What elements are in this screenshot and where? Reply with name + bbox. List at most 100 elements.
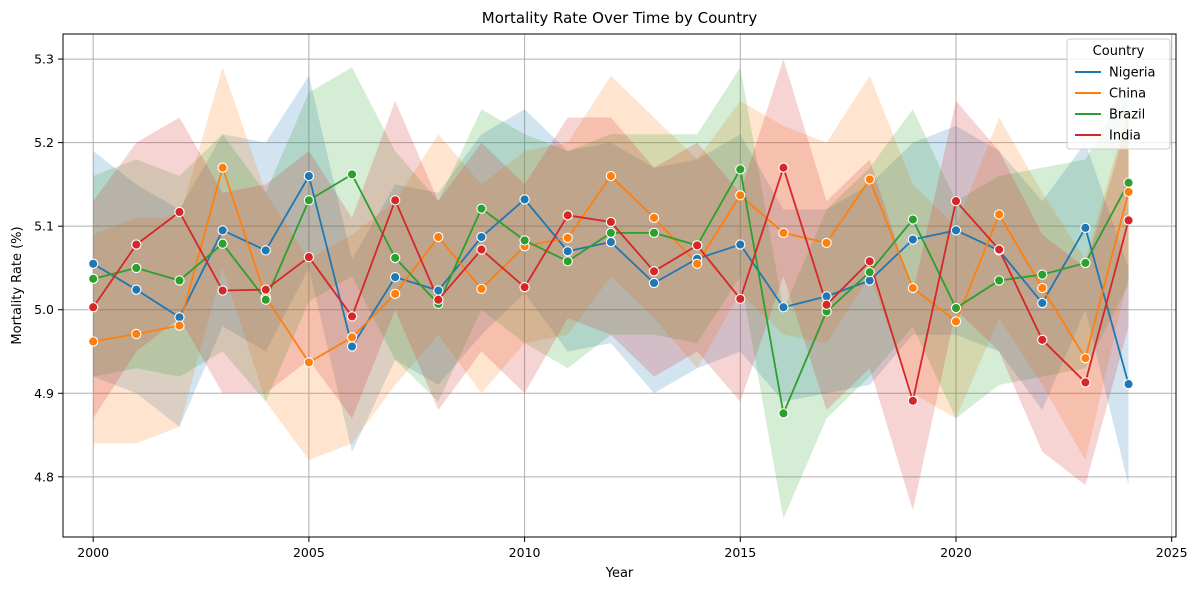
data-point-brazil [1037,269,1048,280]
data-point-china [433,231,444,243]
data-point-nigeria [519,194,530,205]
legend-title: Country [1093,44,1145,59]
data-point-brazil [519,235,530,246]
data-point-nigeria [648,277,660,289]
data-point-china [476,283,487,294]
data-point-india [303,251,315,263]
data-point-india [648,266,660,277]
data-point-india [174,206,185,218]
series-markers [88,162,1134,419]
data-point-india [88,302,99,313]
y-tick-label: 5.3 [34,52,54,67]
data-point-india [433,294,444,305]
data-point-china [1037,282,1048,294]
data-point-india [692,240,703,251]
legend-items: Nigeria China Brazil India [1075,66,1156,144]
data-point-china [131,328,142,340]
data-point-brazil [950,302,962,314]
data-point-brazil [864,266,875,278]
y-axis-label: Mortality Rate (%) [10,226,25,344]
data-point-india [950,195,962,207]
data-point-nigeria [217,225,228,236]
data-point-brazil [88,273,99,284]
confidence-band-china [93,67,1129,461]
confidence-band-nigeria [93,75,1129,486]
data-point-india [260,284,271,295]
data-point-china [692,258,703,269]
y-tick-label: 5.0 [34,302,54,317]
data-point-nigeria [131,284,142,295]
x-tick-label: 2000 [77,545,109,560]
data-point-india [864,256,875,267]
data-point-china [562,232,573,244]
legend-label-nigeria: Nigeria [1109,66,1156,81]
y-tick-label: 4.8 [34,469,54,484]
data-point-brazil [131,262,142,274]
data-point-nigeria [303,170,315,182]
data-point-brazil [174,275,185,286]
data-point-nigeria [390,271,401,283]
data-point-china [1080,353,1091,364]
x-tick-label: 2015 [724,545,756,560]
data-point-nigeria [950,225,962,236]
grid [63,34,1176,537]
data-point-india [778,162,789,173]
data-point-india [519,282,530,293]
data-point-nigeria [562,246,573,257]
data-point-brazil [1080,257,1091,269]
data-point-china [605,170,617,182]
data-point-brazil [1123,177,1134,188]
data-point-brazil [303,195,315,206]
data-point-nigeria [605,236,617,248]
x-tick-label: 2005 [293,545,325,560]
x-axis-ticks: 2000 2005 2010 2015 2020 2025 [77,537,1188,560]
data-point-china [1123,186,1134,198]
data-point-nigeria [778,302,789,313]
data-point-india [993,244,1005,255]
data-point-nigeria [1037,297,1048,309]
data-point-brazil [217,238,228,249]
data-point-nigeria [1123,378,1134,390]
data-point-nigeria [735,239,746,250]
data-point-china [993,209,1005,220]
data-point-india [907,395,918,406]
y-axis-ticks: 4.8 4.9 5.0 5.1 5.2 5.3 [34,52,63,484]
y-tick-label: 4.9 [34,386,54,401]
data-point-brazil [778,408,789,419]
y-tick-label: 5.2 [34,135,54,150]
data-point-china [950,316,962,327]
x-tick-label: 2020 [940,545,972,560]
data-point-brazil [346,169,358,180]
data-point-china [390,288,401,300]
legend: Country Nigeria China Brazil India [1066,38,1171,150]
data-point-china [778,227,789,239]
data-point-india [476,244,487,255]
data-point-brazil [648,227,660,239]
chart-title: Mortality Rate Over Time by Country [482,9,758,27]
data-point-china [907,282,918,294]
data-point-nigeria [88,258,99,269]
data-point-india [346,311,358,322]
data-point-china [217,162,228,173]
data-point-india [821,299,832,310]
data-point-india [1080,377,1091,388]
data-point-india [217,285,228,296]
data-point-nigeria [260,245,271,256]
confidence-bands [93,59,1129,519]
data-point-nigeria [907,234,918,245]
data-point-china [346,332,358,343]
data-point-india [605,216,617,228]
data-point-china [821,237,832,249]
data-point-brazil [605,227,617,239]
x-tick-label: 2025 [1156,545,1188,560]
legend-box [1066,38,1171,150]
data-point-india [390,195,401,206]
data-point-brazil [260,294,271,305]
legend-label-brazil: Brazil [1109,108,1145,123]
data-point-india [562,210,573,221]
data-point-brazil [562,256,573,267]
data-point-china [735,190,746,201]
data-point-india [1123,215,1134,226]
